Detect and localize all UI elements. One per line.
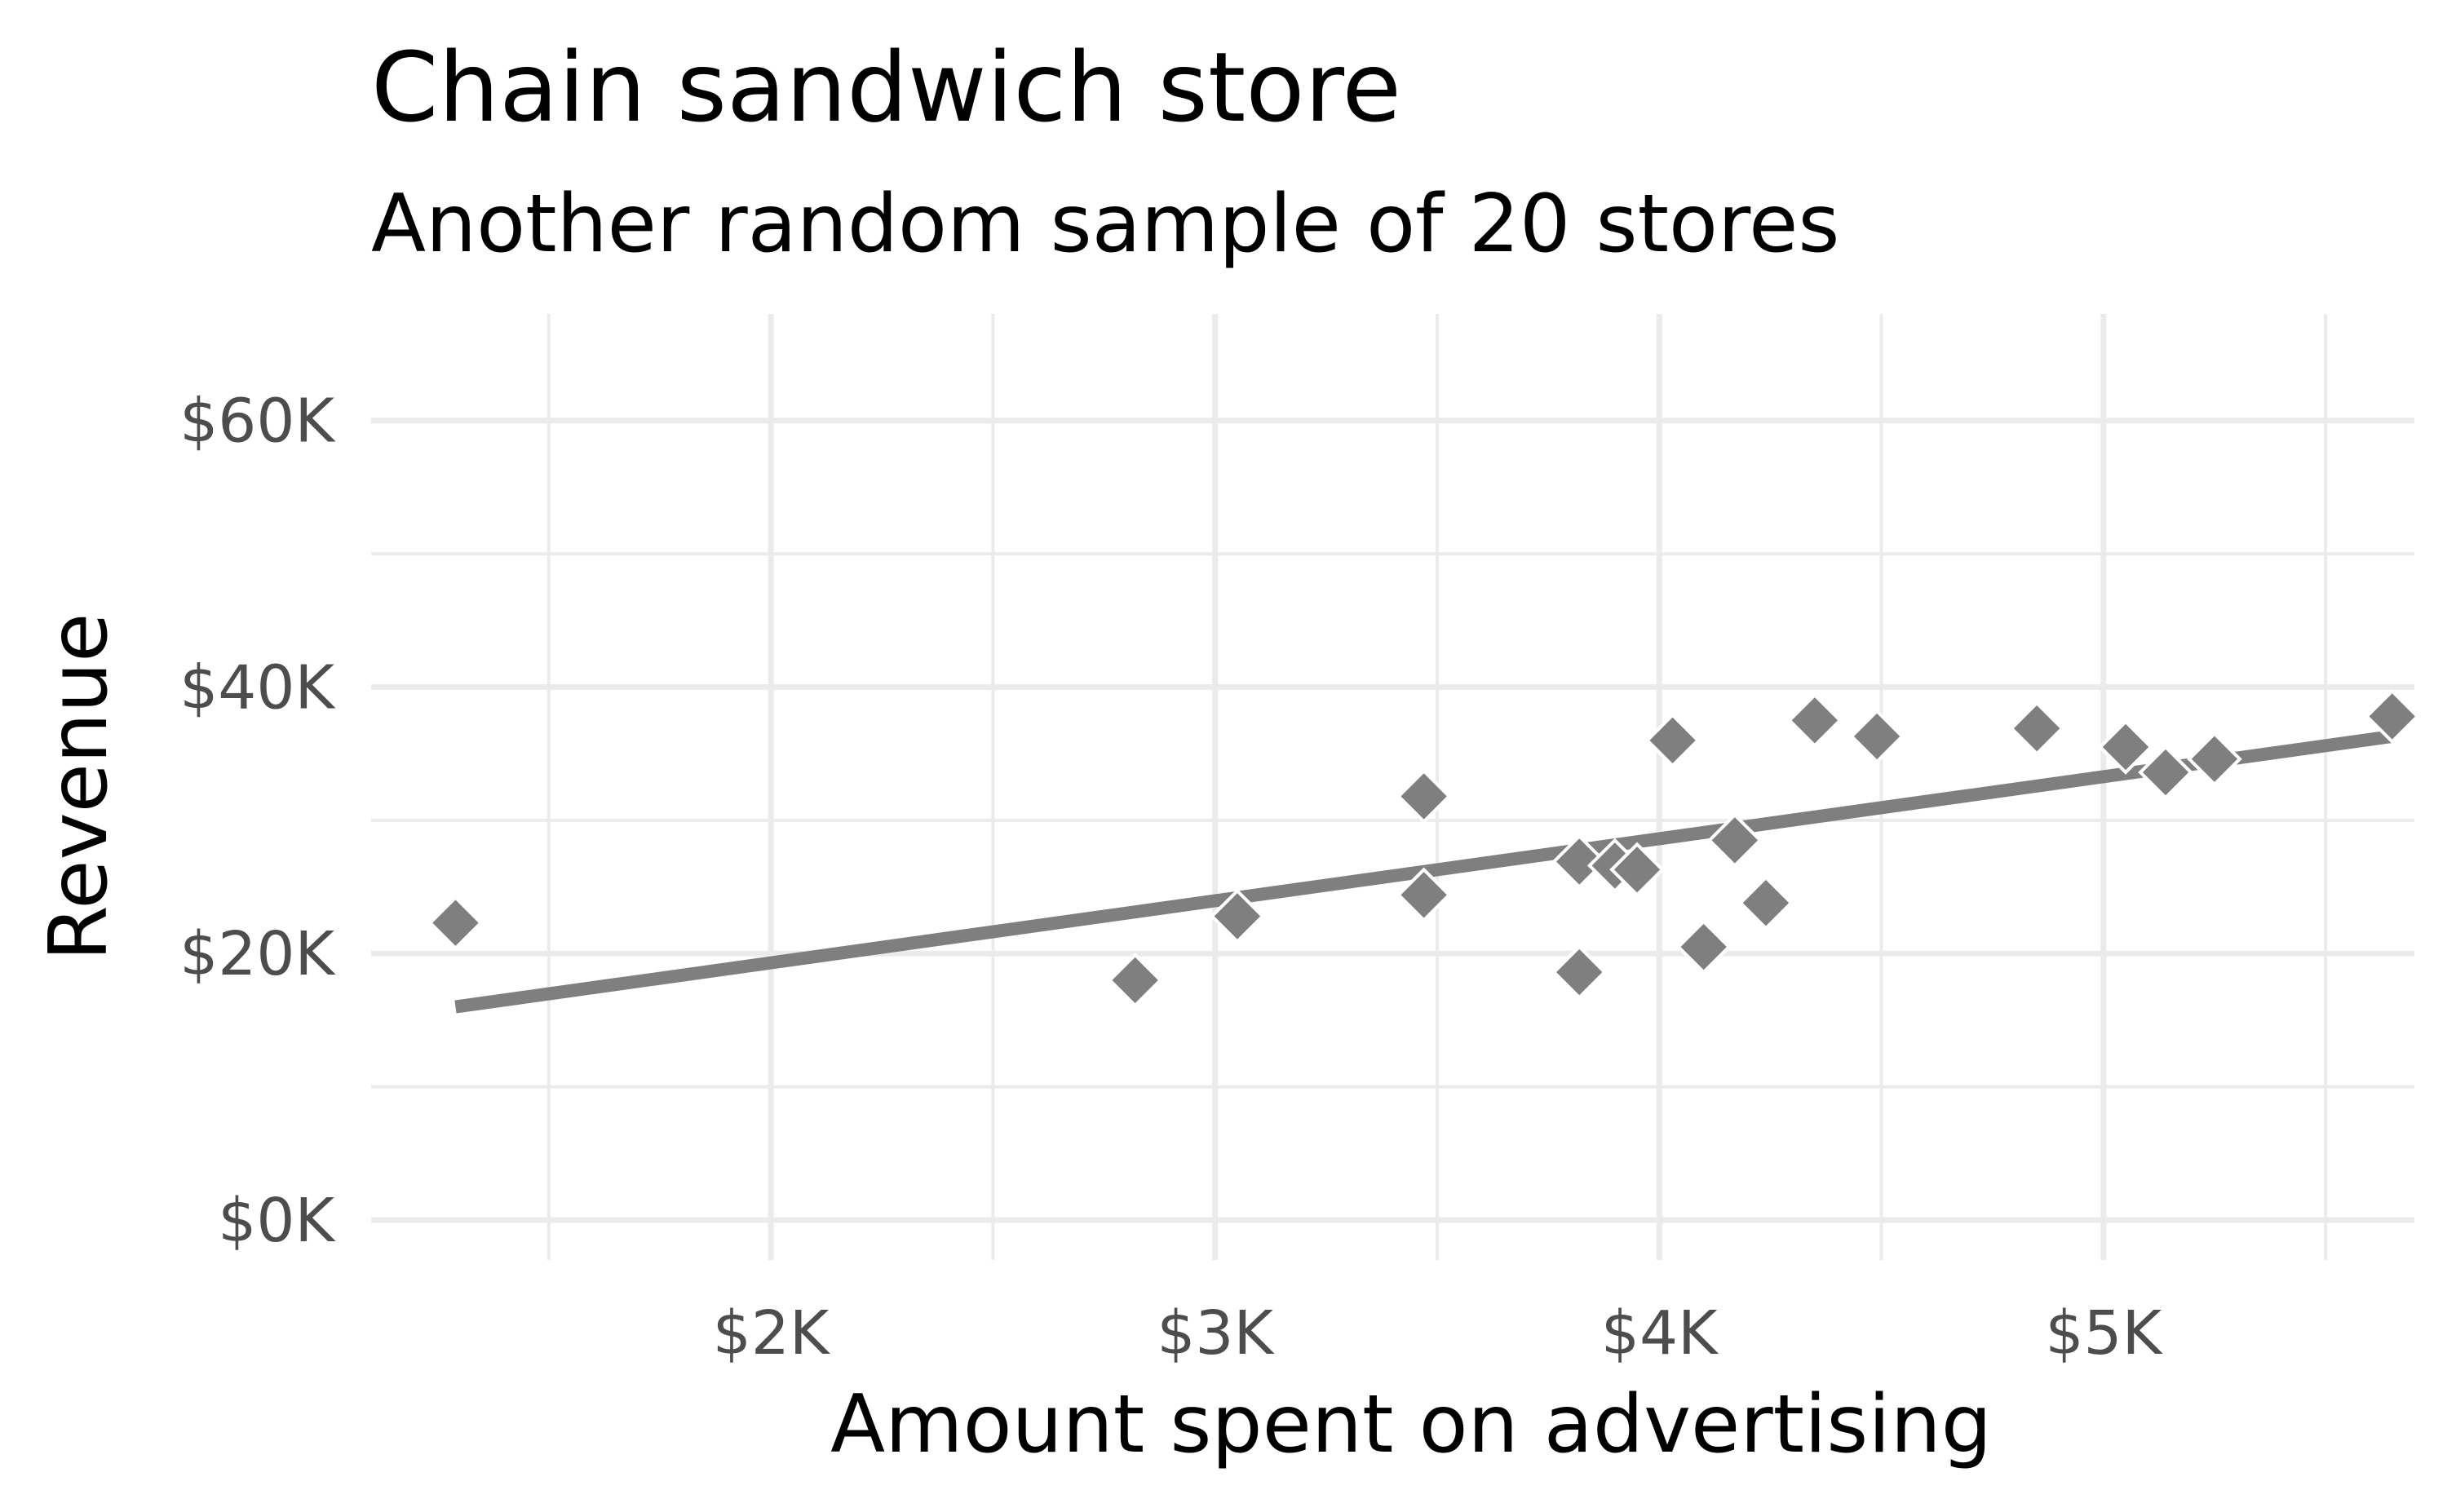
y-tick-label: $0K	[218, 1186, 336, 1256]
data-point	[1849, 709, 1905, 764]
data-point	[2098, 719, 2153, 775]
data-point	[1675, 919, 1732, 975]
data-point	[1107, 953, 1163, 1008]
x-tick-label: $2K	[713, 1298, 831, 1368]
chart-subtitle: Another random sample of 20 stores	[371, 178, 1839, 271]
data-point	[2187, 731, 2242, 787]
y-axis-ticks: $0K $20K $40K $60K	[179, 387, 336, 1256]
x-tick-label: $5K	[2045, 1298, 2163, 1368]
data-points	[427, 688, 2420, 1008]
y-tick-label: $20K	[179, 919, 336, 989]
data-point	[2364, 688, 2420, 745]
x-tick-label: $3K	[1157, 1298, 1275, 1368]
data-point	[1738, 875, 1794, 931]
major-gridlines	[371, 314, 2414, 1260]
y-tick-label: $60K	[179, 387, 336, 457]
x-tick-label: $4K	[1601, 1298, 1719, 1368]
x-axis-title: Amount spent on advertising	[830, 1378, 1992, 1471]
data-point	[427, 895, 484, 951]
minor-gridlines	[371, 314, 2414, 1260]
chart-title: Chain sandwich store	[371, 31, 1401, 144]
data-point	[1609, 842, 1665, 898]
data-point	[2138, 745, 2193, 800]
data-point	[1706, 812, 1763, 869]
y-axis-title: Revenue	[33, 613, 126, 962]
data-point	[1787, 692, 1843, 749]
data-point	[2009, 701, 2064, 756]
data-point	[1396, 867, 1452, 923]
data-point	[1551, 944, 1608, 1000]
y-tick-label: $40K	[179, 652, 336, 723]
x-axis-ticks: $2K $3K $4K $5K	[713, 1298, 2164, 1368]
data-point	[1644, 712, 1701, 768]
data-point	[1551, 833, 1608, 890]
data-point	[1396, 768, 1452, 825]
data-point	[1210, 888, 1265, 944]
